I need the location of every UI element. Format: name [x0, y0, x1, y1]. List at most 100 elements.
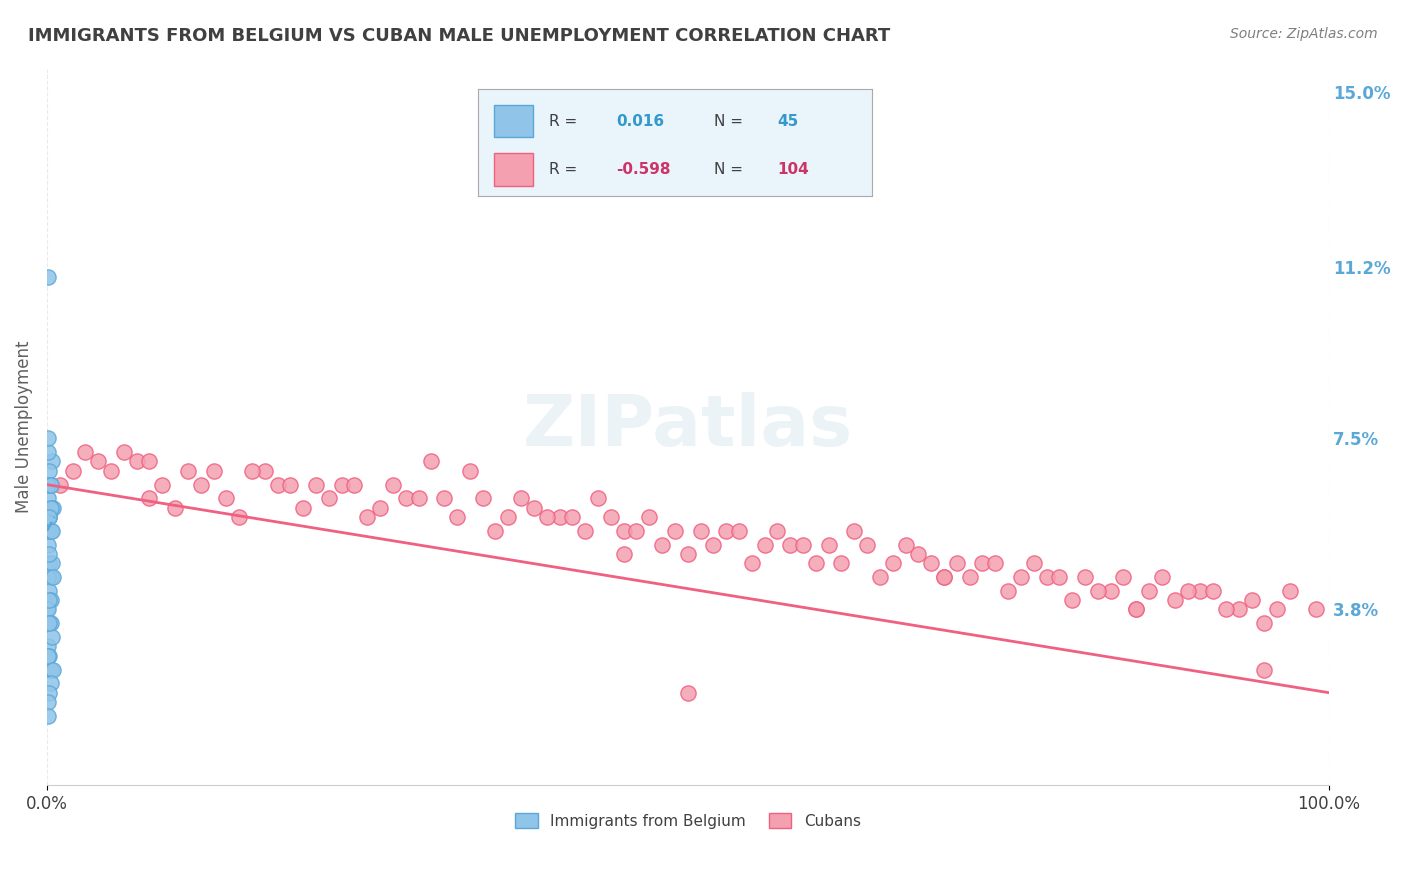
- Point: [766, 524, 789, 538]
- Point: [817, 538, 839, 552]
- Point: [1150, 570, 1173, 584]
- Point: [536, 510, 558, 524]
- Text: 45: 45: [778, 114, 799, 128]
- Point: [613, 524, 636, 538]
- Point: [651, 538, 673, 552]
- Point: [714, 524, 737, 538]
- Point: [343, 477, 366, 491]
- Point: [946, 556, 969, 570]
- Point: [664, 524, 686, 538]
- Point: [702, 538, 724, 552]
- Point: [38, 593, 60, 607]
- Point: [433, 491, 456, 506]
- Point: [932, 570, 955, 584]
- Point: [37, 445, 59, 459]
- Point: [523, 500, 546, 515]
- Point: [37, 708, 59, 723]
- Point: [458, 464, 481, 478]
- Point: [62, 464, 84, 478]
- Point: [381, 477, 404, 491]
- Point: [138, 454, 160, 468]
- Point: [42, 663, 65, 677]
- Point: [38, 616, 60, 631]
- Point: [689, 524, 711, 538]
- Point: [1202, 583, 1225, 598]
- Point: [253, 464, 276, 478]
- Point: [599, 510, 621, 524]
- Point: [39, 524, 62, 538]
- Point: [408, 491, 430, 506]
- Point: [613, 547, 636, 561]
- Point: [804, 556, 827, 570]
- Point: [420, 454, 443, 468]
- Point: [42, 570, 65, 584]
- Point: [586, 491, 609, 506]
- Text: N =: N =: [714, 162, 744, 177]
- Point: [35, 477, 58, 491]
- Point: [1279, 583, 1302, 598]
- Point: [202, 464, 225, 478]
- Point: [1010, 570, 1032, 584]
- Point: [1305, 602, 1327, 616]
- Point: [1215, 602, 1237, 616]
- Point: [37, 477, 59, 491]
- Point: [38, 510, 60, 524]
- Point: [177, 464, 200, 478]
- Point: [292, 500, 315, 515]
- Point: [87, 454, 110, 468]
- Point: [1265, 602, 1288, 616]
- Text: R =: R =: [548, 162, 576, 177]
- Point: [907, 547, 929, 561]
- Point: [37, 491, 59, 506]
- Point: [41, 524, 63, 538]
- Point: [38, 648, 60, 663]
- Text: IMMIGRANTS FROM BELGIUM VS CUBAN MALE UNEMPLOYMENT CORRELATION CHART: IMMIGRANTS FROM BELGIUM VS CUBAN MALE UN…: [28, 27, 890, 45]
- Point: [150, 477, 173, 491]
- Point: [39, 477, 62, 491]
- Point: [1177, 583, 1199, 598]
- Text: -0.598: -0.598: [616, 162, 671, 177]
- Point: [368, 500, 391, 515]
- Point: [39, 676, 62, 690]
- Point: [280, 477, 302, 491]
- Point: [972, 556, 994, 570]
- Point: [100, 464, 122, 478]
- Point: [37, 269, 59, 284]
- Point: [754, 538, 776, 552]
- Point: [894, 538, 917, 552]
- Point: [39, 593, 62, 607]
- Point: [1240, 593, 1263, 607]
- Point: [741, 556, 763, 570]
- Point: [574, 524, 596, 538]
- Point: [510, 491, 533, 506]
- Point: [41, 454, 63, 468]
- Point: [831, 556, 853, 570]
- Point: [997, 583, 1019, 598]
- Point: [38, 510, 60, 524]
- Point: [112, 445, 135, 459]
- Point: [1189, 583, 1212, 598]
- FancyBboxPatch shape: [494, 105, 533, 137]
- Point: [1112, 570, 1135, 584]
- Point: [240, 464, 263, 478]
- Point: [318, 491, 340, 506]
- Point: [1253, 616, 1275, 631]
- Point: [190, 477, 212, 491]
- Point: [1022, 556, 1045, 570]
- Point: [395, 491, 418, 506]
- Point: [41, 556, 63, 570]
- Text: Source: ZipAtlas.com: Source: ZipAtlas.com: [1230, 27, 1378, 41]
- Point: [38, 616, 60, 631]
- Point: [38, 583, 60, 598]
- Point: [35, 602, 58, 616]
- Point: [1062, 593, 1084, 607]
- Point: [42, 500, 65, 515]
- Point: [626, 524, 648, 538]
- Point: [41, 630, 63, 644]
- Point: [548, 510, 571, 524]
- Legend: Immigrants from Belgium, Cubans: Immigrants from Belgium, Cubans: [509, 806, 866, 835]
- Point: [471, 491, 494, 506]
- Point: [1125, 602, 1147, 616]
- Point: [125, 454, 148, 468]
- Point: [728, 524, 751, 538]
